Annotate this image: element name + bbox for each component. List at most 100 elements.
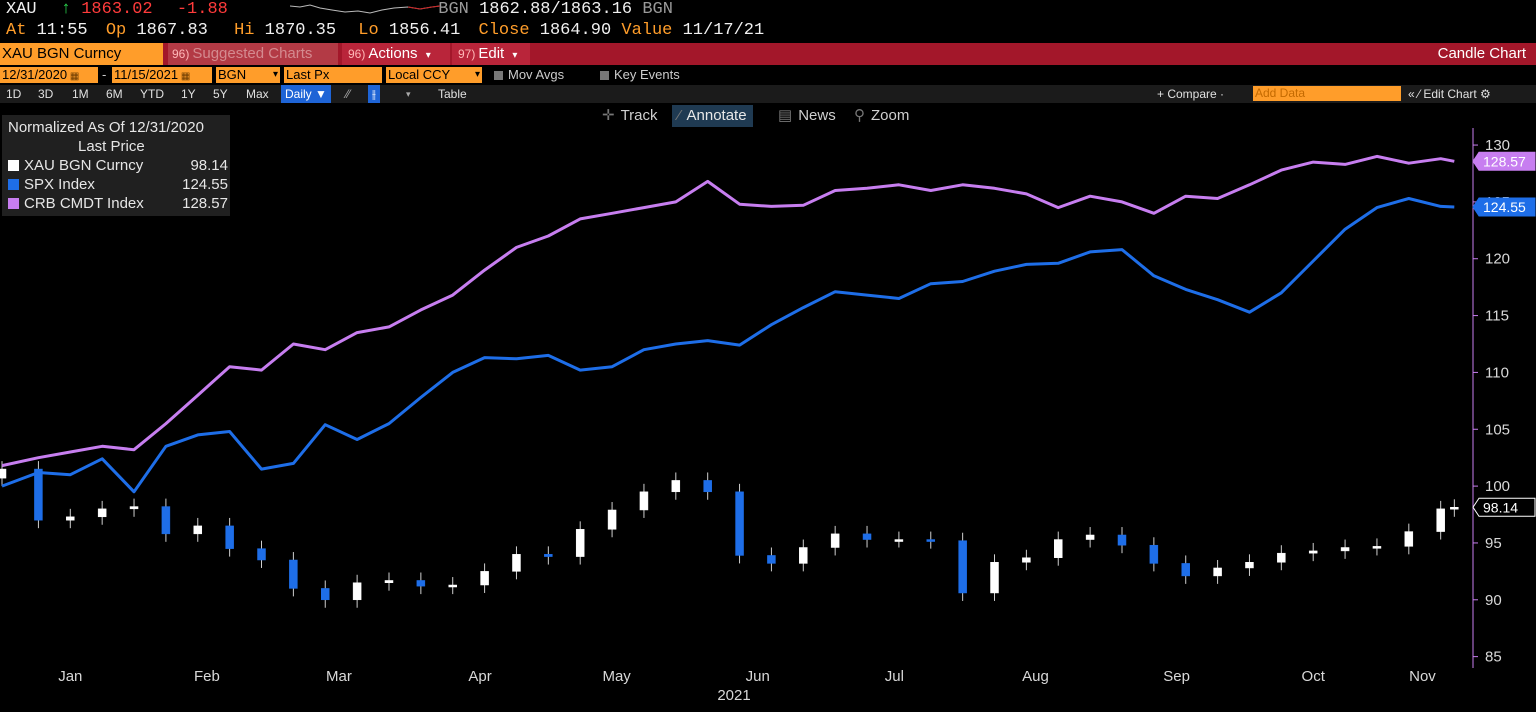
- chevron-down-icon: ▾: [512, 50, 518, 61]
- candle-body: [193, 525, 203, 535]
- crosshair-icon: ✛: [602, 107, 615, 124]
- last-value-tag: [1472, 151, 1536, 171]
- range-max[interactable]: Max: [246, 87, 269, 101]
- edit-button[interactable]: 97) Edit ▾: [452, 43, 530, 65]
- x-tick-label: Oct: [1302, 668, 1326, 685]
- candle-body: [575, 529, 585, 557]
- legend-swatch: [8, 160, 19, 171]
- y-tick-label: 100: [1485, 478, 1510, 495]
- candle-body: [97, 508, 107, 518]
- currency-select[interactable]: Local CCY ▾: [386, 67, 482, 83]
- table-button[interactable]: Table: [438, 87, 467, 101]
- candle-body: [1053, 539, 1063, 558]
- value-date: 11/17/21: [682, 21, 765, 40]
- security-field[interactable]: XAU BGN Curncy: [0, 43, 163, 65]
- chart-type-label: Candle Chart: [1437, 45, 1526, 62]
- title-bar: XAU BGN Curncy 96) Suggested Charts 96) Ac…: [0, 43, 1536, 65]
- compare-button[interactable]: + Compare ·: [1157, 87, 1225, 101]
- zoom-tool[interactable]: ⚲ Zoom: [854, 107, 910, 124]
- mov-avgs-toggle[interactable]: Mov Avgs: [492, 67, 592, 83]
- candle-body: [289, 559, 298, 589]
- candle-body: [1450, 507, 1459, 510]
- candle-body: [448, 584, 457, 588]
- candle-body: [129, 506, 139, 510]
- track-tool[interactable]: ✛ Track: [602, 107, 658, 124]
- candle-body: [799, 547, 808, 564]
- range-1d[interactable]: 1D: [6, 87, 22, 101]
- candle-body: [66, 516, 75, 521]
- annotate-tool[interactable]: ⁄ Annotate: [672, 105, 753, 127]
- candle-body: [958, 540, 967, 594]
- up-arrow-icon: ↑: [60, 0, 72, 19]
- legend-swatch: [8, 198, 19, 209]
- chevron-down-icon[interactable]: ▾: [406, 89, 411, 99]
- candle-body: [1340, 547, 1350, 552]
- range-1y[interactable]: 1Y: [181, 87, 196, 101]
- checkbox-icon: [600, 71, 609, 80]
- price-chart[interactable]: 859095100105110115120125130JanFebMarAprM…: [0, 128, 1536, 712]
- suggested-charts-button[interactable]: 96) Suggested Charts: [168, 43, 338, 65]
- y-tick-label: 110: [1485, 364, 1509, 381]
- news-tool[interactable]: ▤ News: [778, 107, 836, 124]
- last-value-tag: [1472, 497, 1536, 517]
- actions-button[interactable]: 96) Actions ▾: [342, 43, 450, 65]
- calendar-icon: ▦: [67, 71, 80, 82]
- y-tick-label: 120: [1485, 251, 1510, 268]
- candle-body: [480, 571, 489, 586]
- legend-row-crb[interactable]: CRB CMDT Index 128.57: [8, 194, 228, 213]
- x-tick-label: Jan: [58, 668, 82, 685]
- y-tick-label: 85: [1485, 649, 1502, 666]
- quote-line-2: At 11:55 Op 1867.83 Hi 1870.35 Lo 1856.4…: [6, 21, 765, 40]
- legend-row-xau[interactable]: XAU BGN Curncy 98.14: [8, 156, 228, 175]
- range-ytd[interactable]: YTD: [140, 87, 164, 101]
- range-3d[interactable]: 3D: [38, 87, 54, 101]
- bid-ask: 1862.88/1863.16: [479, 0, 633, 19]
- candle-body: [34, 468, 43, 521]
- open-price: 1867.83: [136, 21, 208, 40]
- range-6m[interactable]: 6M: [106, 87, 123, 101]
- x-tick-label: Nov: [1409, 668, 1436, 685]
- legend-row-spx[interactable]: SPX Index 124.55: [8, 175, 228, 194]
- candle-body: [0, 468, 7, 479]
- candle-body: [1436, 508, 1445, 532]
- ticker[interactable]: XAU: [6, 0, 37, 19]
- low-price: 1856.41: [388, 21, 461, 40]
- end-date-field[interactable]: 11/15/2021 ▦: [112, 67, 212, 83]
- candle-body: [544, 554, 553, 557]
- edit-chart-button[interactable]: « ⁄ Edit Chart ⚙: [1408, 87, 1491, 101]
- legend-title: Normalized As Of 12/31/2020: [8, 119, 204, 136]
- range-1m[interactable]: 1M: [72, 87, 89, 101]
- key-events-toggle[interactable]: Key Events: [598, 67, 708, 83]
- range-5y[interactable]: 5Y: [213, 87, 228, 101]
- candle-body: [1245, 562, 1254, 569]
- start-date-field[interactable]: 12/31/2020 ▦: [0, 67, 98, 83]
- price-field-select[interactable]: Last Px: [284, 67, 382, 83]
- last-value-label: 98.14: [1483, 499, 1518, 515]
- candle-body: [671, 480, 681, 493]
- candle-body: [1085, 534, 1095, 540]
- close-price: 1864.90: [539, 21, 612, 40]
- last-value-label: 128.57: [1483, 153, 1526, 169]
- y-tick-label: 95: [1485, 535, 1502, 552]
- candle-body: [703, 480, 712, 493]
- candle-body: [1308, 550, 1318, 554]
- candle-body: [352, 582, 362, 601]
- candle-body: [1117, 534, 1127, 546]
- add-data-input[interactable]: Add Data: [1253, 86, 1401, 101]
- line-chart-icon[interactable]: ⁄⁄: [346, 87, 351, 101]
- candle-body: [512, 554, 521, 572]
- last-price: 1863.02: [81, 0, 153, 19]
- legend-swatch: [8, 179, 19, 190]
- candle-body: [1181, 563, 1190, 577]
- source-field[interactable]: BGN ▾: [216, 67, 280, 83]
- candle-body: [639, 491, 649, 511]
- candle-body: [416, 580, 426, 587]
- y-tick-label: 115: [1485, 308, 1509, 325]
- x-tick-label: Mar: [326, 668, 352, 685]
- series-line-crb: [1, 154, 1455, 468]
- candle-body: [225, 525, 234, 549]
- period-select[interactable]: Daily ▼: [281, 85, 331, 103]
- candle-chart-icon[interactable]: ⫲: [368, 85, 380, 103]
- y-tick-label: 130: [1485, 137, 1510, 154]
- candle-body: [257, 548, 266, 561]
